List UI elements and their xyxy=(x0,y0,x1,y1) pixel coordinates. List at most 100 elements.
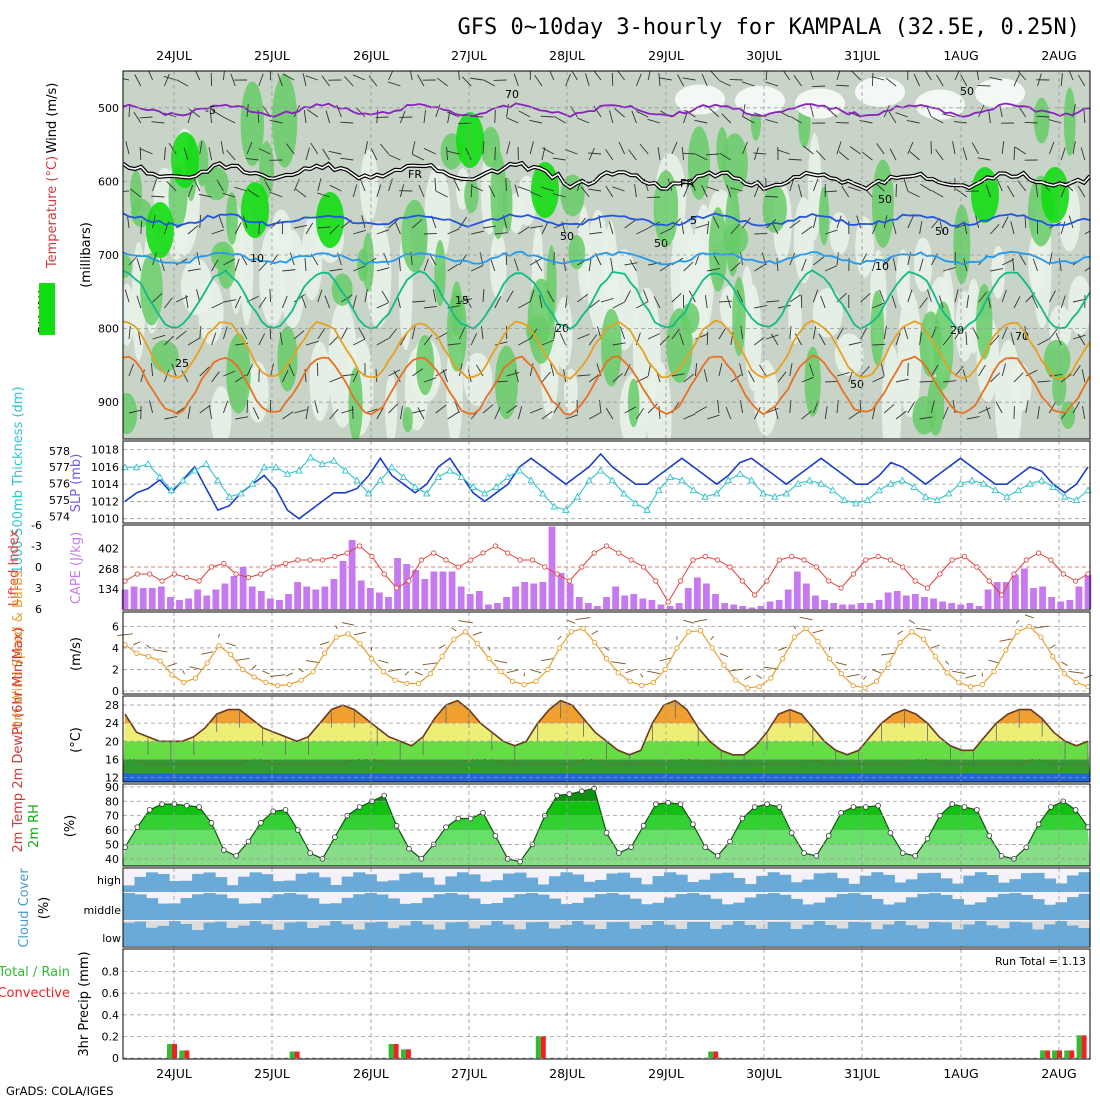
cloud-cover-bar xyxy=(548,876,562,892)
thickness-marker xyxy=(1061,492,1069,500)
wind-barb xyxy=(636,227,649,235)
contour-label: FR xyxy=(680,177,694,190)
cloud-cover-bar xyxy=(422,897,435,920)
wind-barb-10m xyxy=(728,668,744,672)
wind-barb xyxy=(1013,296,1021,309)
cape-series xyxy=(121,526,1092,609)
cloud-cover-bar xyxy=(468,874,481,892)
wind-barb-10m xyxy=(201,651,214,655)
cloud-cover-bar xyxy=(675,928,688,946)
cloud-gap xyxy=(502,921,516,925)
rh-dry-patch xyxy=(855,216,875,278)
rh-dry-patch xyxy=(210,386,232,439)
rh-marker xyxy=(554,792,560,799)
cape-bar xyxy=(484,604,492,609)
rh-saturated-patch xyxy=(146,202,174,258)
lifted-index-marker xyxy=(468,557,474,563)
wind-barb xyxy=(459,298,473,303)
wind-barb xyxy=(447,411,459,420)
cloud-gap xyxy=(123,921,136,923)
wind-barb xyxy=(694,363,698,377)
cloud-cover-bar xyxy=(203,922,216,946)
wind-barb xyxy=(252,407,260,420)
precip-total-bar xyxy=(1052,1050,1057,1058)
top-date-label: 26JUL xyxy=(353,48,389,63)
wind-barb xyxy=(246,399,249,414)
cloud-gap xyxy=(629,921,642,929)
wind-barb xyxy=(920,183,932,192)
cape-bar xyxy=(939,601,947,609)
wind-barb xyxy=(909,151,920,161)
rh-dry-patch xyxy=(123,283,135,346)
lifted-index-marker xyxy=(591,550,597,556)
rh-moist-patch xyxy=(1060,401,1076,430)
wind-barb xyxy=(789,252,796,266)
wind-barb xyxy=(774,406,779,420)
lifted-index-marker xyxy=(245,574,252,581)
wind-barb xyxy=(1017,180,1027,192)
thickness-marker xyxy=(782,489,791,497)
cloud-cover-bar xyxy=(802,904,815,920)
wind-barb-10m xyxy=(647,670,660,675)
wind-barb xyxy=(518,110,531,118)
wind-barb-10m xyxy=(404,671,410,676)
rh-marker xyxy=(282,807,289,813)
wind-barb xyxy=(695,223,708,229)
precip-convective-bar xyxy=(405,1049,411,1058)
wind-barb xyxy=(635,73,642,87)
wind-barb-10m xyxy=(341,622,355,626)
cloud-gap xyxy=(456,921,469,922)
cloud-cover-bar xyxy=(238,925,251,946)
precip-total-label: Total / Rain xyxy=(0,965,70,980)
wind-barb xyxy=(777,371,787,383)
rh-contour-label: 50 xyxy=(935,225,949,238)
top-date-label: 27JUL xyxy=(451,48,487,63)
cloud-cover-bar xyxy=(353,872,366,892)
precip-total-bar xyxy=(400,1049,406,1058)
wind-barb xyxy=(1080,147,1086,161)
wind-barb xyxy=(245,157,259,161)
wind-barb xyxy=(447,263,459,272)
rh-saturated-patch xyxy=(241,182,269,238)
wind-barb xyxy=(435,368,448,377)
cloud-cover-bar xyxy=(871,872,884,892)
lifted-index-marker xyxy=(1011,571,1017,577)
cape-bar xyxy=(475,591,483,609)
rh-moist-patch xyxy=(627,378,640,428)
wind-barb-10m xyxy=(591,630,599,635)
wind-barb xyxy=(1082,406,1086,420)
wind-barb xyxy=(128,103,131,118)
wind-barb xyxy=(739,363,744,377)
wind-barb xyxy=(879,289,885,303)
wind-barb xyxy=(1048,141,1055,155)
slp-series xyxy=(121,452,1092,520)
top-date-label: 30JUL xyxy=(746,48,782,63)
wind-speed-marker xyxy=(286,681,293,688)
precip-total-bar xyxy=(388,1043,394,1058)
cloud-cover-bar xyxy=(825,872,838,892)
wind-speed-marker xyxy=(462,629,469,635)
wind-barb xyxy=(671,292,682,303)
rh-marker xyxy=(270,808,276,815)
cloud-cover-bar xyxy=(813,902,826,920)
cape-bar xyxy=(884,592,892,609)
wind-barb-10m xyxy=(269,674,286,677)
cloud-cover-bar xyxy=(422,877,435,892)
cape-bar xyxy=(530,583,538,609)
rh-marker xyxy=(850,804,857,810)
wind-barb xyxy=(841,185,850,198)
lifted-index-marker xyxy=(258,571,264,577)
cloud-cover-bar xyxy=(986,897,999,920)
wind-speed-marker xyxy=(674,645,680,651)
wind-barb xyxy=(889,148,897,161)
wind-barb xyxy=(927,289,932,303)
cape-bar xyxy=(1066,600,1074,609)
cape-bar xyxy=(203,595,211,609)
contour-label: 5 xyxy=(690,214,697,227)
wind-barb xyxy=(653,296,661,309)
wind-barb xyxy=(258,333,266,346)
wind-barb xyxy=(381,290,389,303)
rh-marker xyxy=(949,801,955,807)
